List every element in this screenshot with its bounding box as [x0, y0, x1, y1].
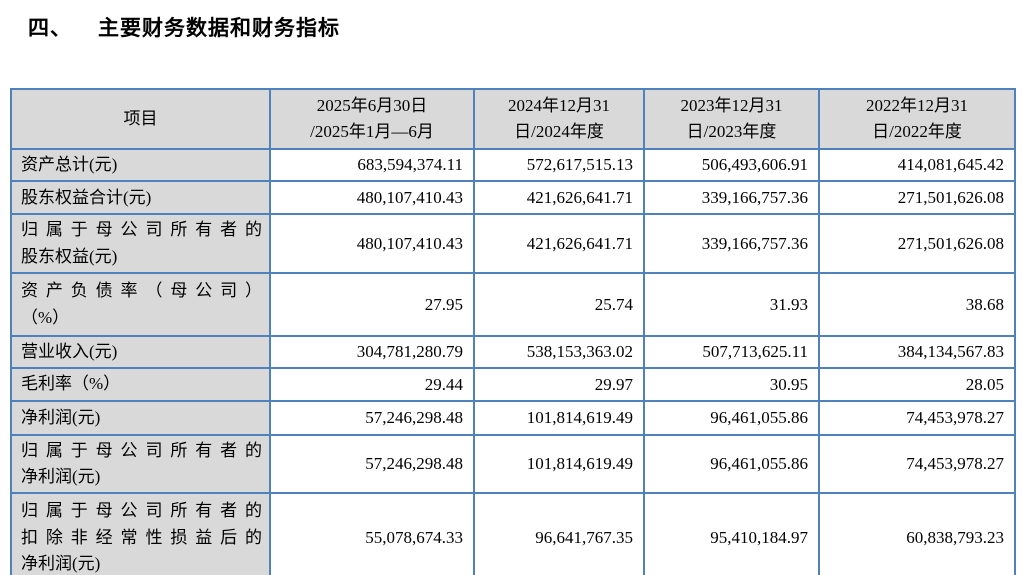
row-label-cell: 归属于母公司所有者的 扣除非经常性损益后的 净利润(元) [10, 492, 271, 575]
section-number: 四、 [28, 16, 72, 40]
value-cell: 96,461,055.86 [643, 399, 820, 436]
value-cell: 572,617,515.13 [473, 147, 645, 183]
column-header-item: 项目 [10, 88, 271, 150]
value-cell: 57,246,298.48 [269, 433, 475, 495]
value-cell: 506,493,606.91 [643, 147, 820, 183]
value-cell: 27.95 [269, 272, 475, 338]
row-label-cell: 资产负债率（母公司） （%） [10, 272, 271, 338]
column-header-2022: 2022年12月31 日/2022年度 [818, 88, 1016, 150]
value-cell: 304,781,280.79 [269, 335, 475, 370]
table-row-parent-net-profit-excl-nonrecurring: 归属于母公司所有者的 扣除非经常性损益后的 净利润(元) 55,078,674.… [10, 492, 1016, 575]
table-row-net-profit: 净利润(元) 57,246,298.48 101,814,619.49 96,4… [10, 399, 1016, 436]
value-cell: 25.74 [473, 272, 645, 338]
value-cell: 683,594,374.11 [269, 147, 475, 183]
section-title-text: 主要财务数据和财务指标 [98, 16, 340, 40]
value-cell: 31.93 [643, 272, 820, 338]
value-cell: 38.68 [818, 272, 1016, 338]
value-cell: 95,410,184.97 [643, 492, 820, 575]
value-cell: 74,453,978.27 [818, 399, 1016, 436]
value-cell: 271,501,626.08 [818, 180, 1016, 216]
value-cell: 538,153,363.02 [473, 335, 645, 370]
value-cell: 480,107,410.43 [269, 213, 475, 275]
row-label-cell: 归属于母公司所有者的 股东权益(元) [10, 213, 271, 275]
row-label-cell: 毛利率（%） [10, 367, 271, 402]
value-cell: 414,081,645.42 [818, 147, 1016, 183]
value-cell: 96,641,767.35 [473, 492, 645, 575]
financial-data-table: 项目 2025年6月30日 /2025年1月—6月 2024年12月31 日/2… [10, 88, 1016, 575]
value-cell: 60,838,793.23 [818, 492, 1016, 575]
value-cell: 384,134,567.83 [818, 335, 1016, 370]
row-label-cell: 净利润(元) [10, 399, 271, 436]
value-cell: 421,626,641.71 [473, 213, 645, 275]
value-cell: 101,814,619.49 [473, 433, 645, 495]
value-cell: 29.97 [473, 367, 645, 402]
value-cell: 55,078,674.33 [269, 492, 475, 575]
page-title: 四、 主要财务数据和财务指标 [28, 12, 340, 42]
table-row-gross-margin: 毛利率（%） 29.44 29.97 30.95 28.05 [10, 367, 1016, 402]
column-header-2025: 2025年6月30日 /2025年1月—6月 [269, 88, 475, 150]
value-cell: 96,461,055.86 [643, 433, 820, 495]
value-cell: 480,107,410.43 [269, 180, 475, 216]
table-row-parent-equity: 归属于母公司所有者的 股东权益(元) 480,107,410.43 421,62… [10, 213, 1016, 275]
value-cell: 271,501,626.08 [818, 213, 1016, 275]
row-label-cell: 归属于母公司所有者的 净利润(元) [10, 433, 271, 495]
table-header-row: 项目 2025年6月30日 /2025年1月—6月 2024年12月31 日/2… [10, 88, 1016, 150]
value-cell: 57,246,298.48 [269, 399, 475, 436]
value-cell: 29.44 [269, 367, 475, 402]
column-header-2023: 2023年12月31 日/2023年度 [643, 88, 820, 150]
table-row-debt-ratio: 资产负债率（母公司） （%） 27.95 25.74 31.93 38.68 [10, 272, 1016, 338]
value-cell: 339,166,757.36 [643, 213, 820, 275]
row-label-cell: 股东权益合计(元) [10, 180, 271, 216]
value-cell: 507,713,625.11 [643, 335, 820, 370]
row-label-cell: 资产总计(元) [10, 147, 271, 183]
value-cell: 339,166,757.36 [643, 180, 820, 216]
table-row-parent-net-profit: 归属于母公司所有者的 净利润(元) 57,246,298.48 101,814,… [10, 433, 1016, 495]
value-cell: 74,453,978.27 [818, 433, 1016, 495]
value-cell: 101,814,619.49 [473, 399, 645, 436]
table-row-total-assets: 资产总计(元) 683,594,374.11 572,617,515.13 50… [10, 147, 1016, 183]
table-row-total-equity: 股东权益合计(元) 480,107,410.43 421,626,641.71 … [10, 180, 1016, 216]
value-cell: 30.95 [643, 367, 820, 402]
value-cell: 28.05 [818, 367, 1016, 402]
value-cell: 421,626,641.71 [473, 180, 645, 216]
row-label-cell: 营业收入(元) [10, 335, 271, 370]
table-row-revenue: 营业收入(元) 304,781,280.79 538,153,363.02 50… [10, 335, 1016, 370]
column-header-2024: 2024年12月31 日/2024年度 [473, 88, 645, 150]
